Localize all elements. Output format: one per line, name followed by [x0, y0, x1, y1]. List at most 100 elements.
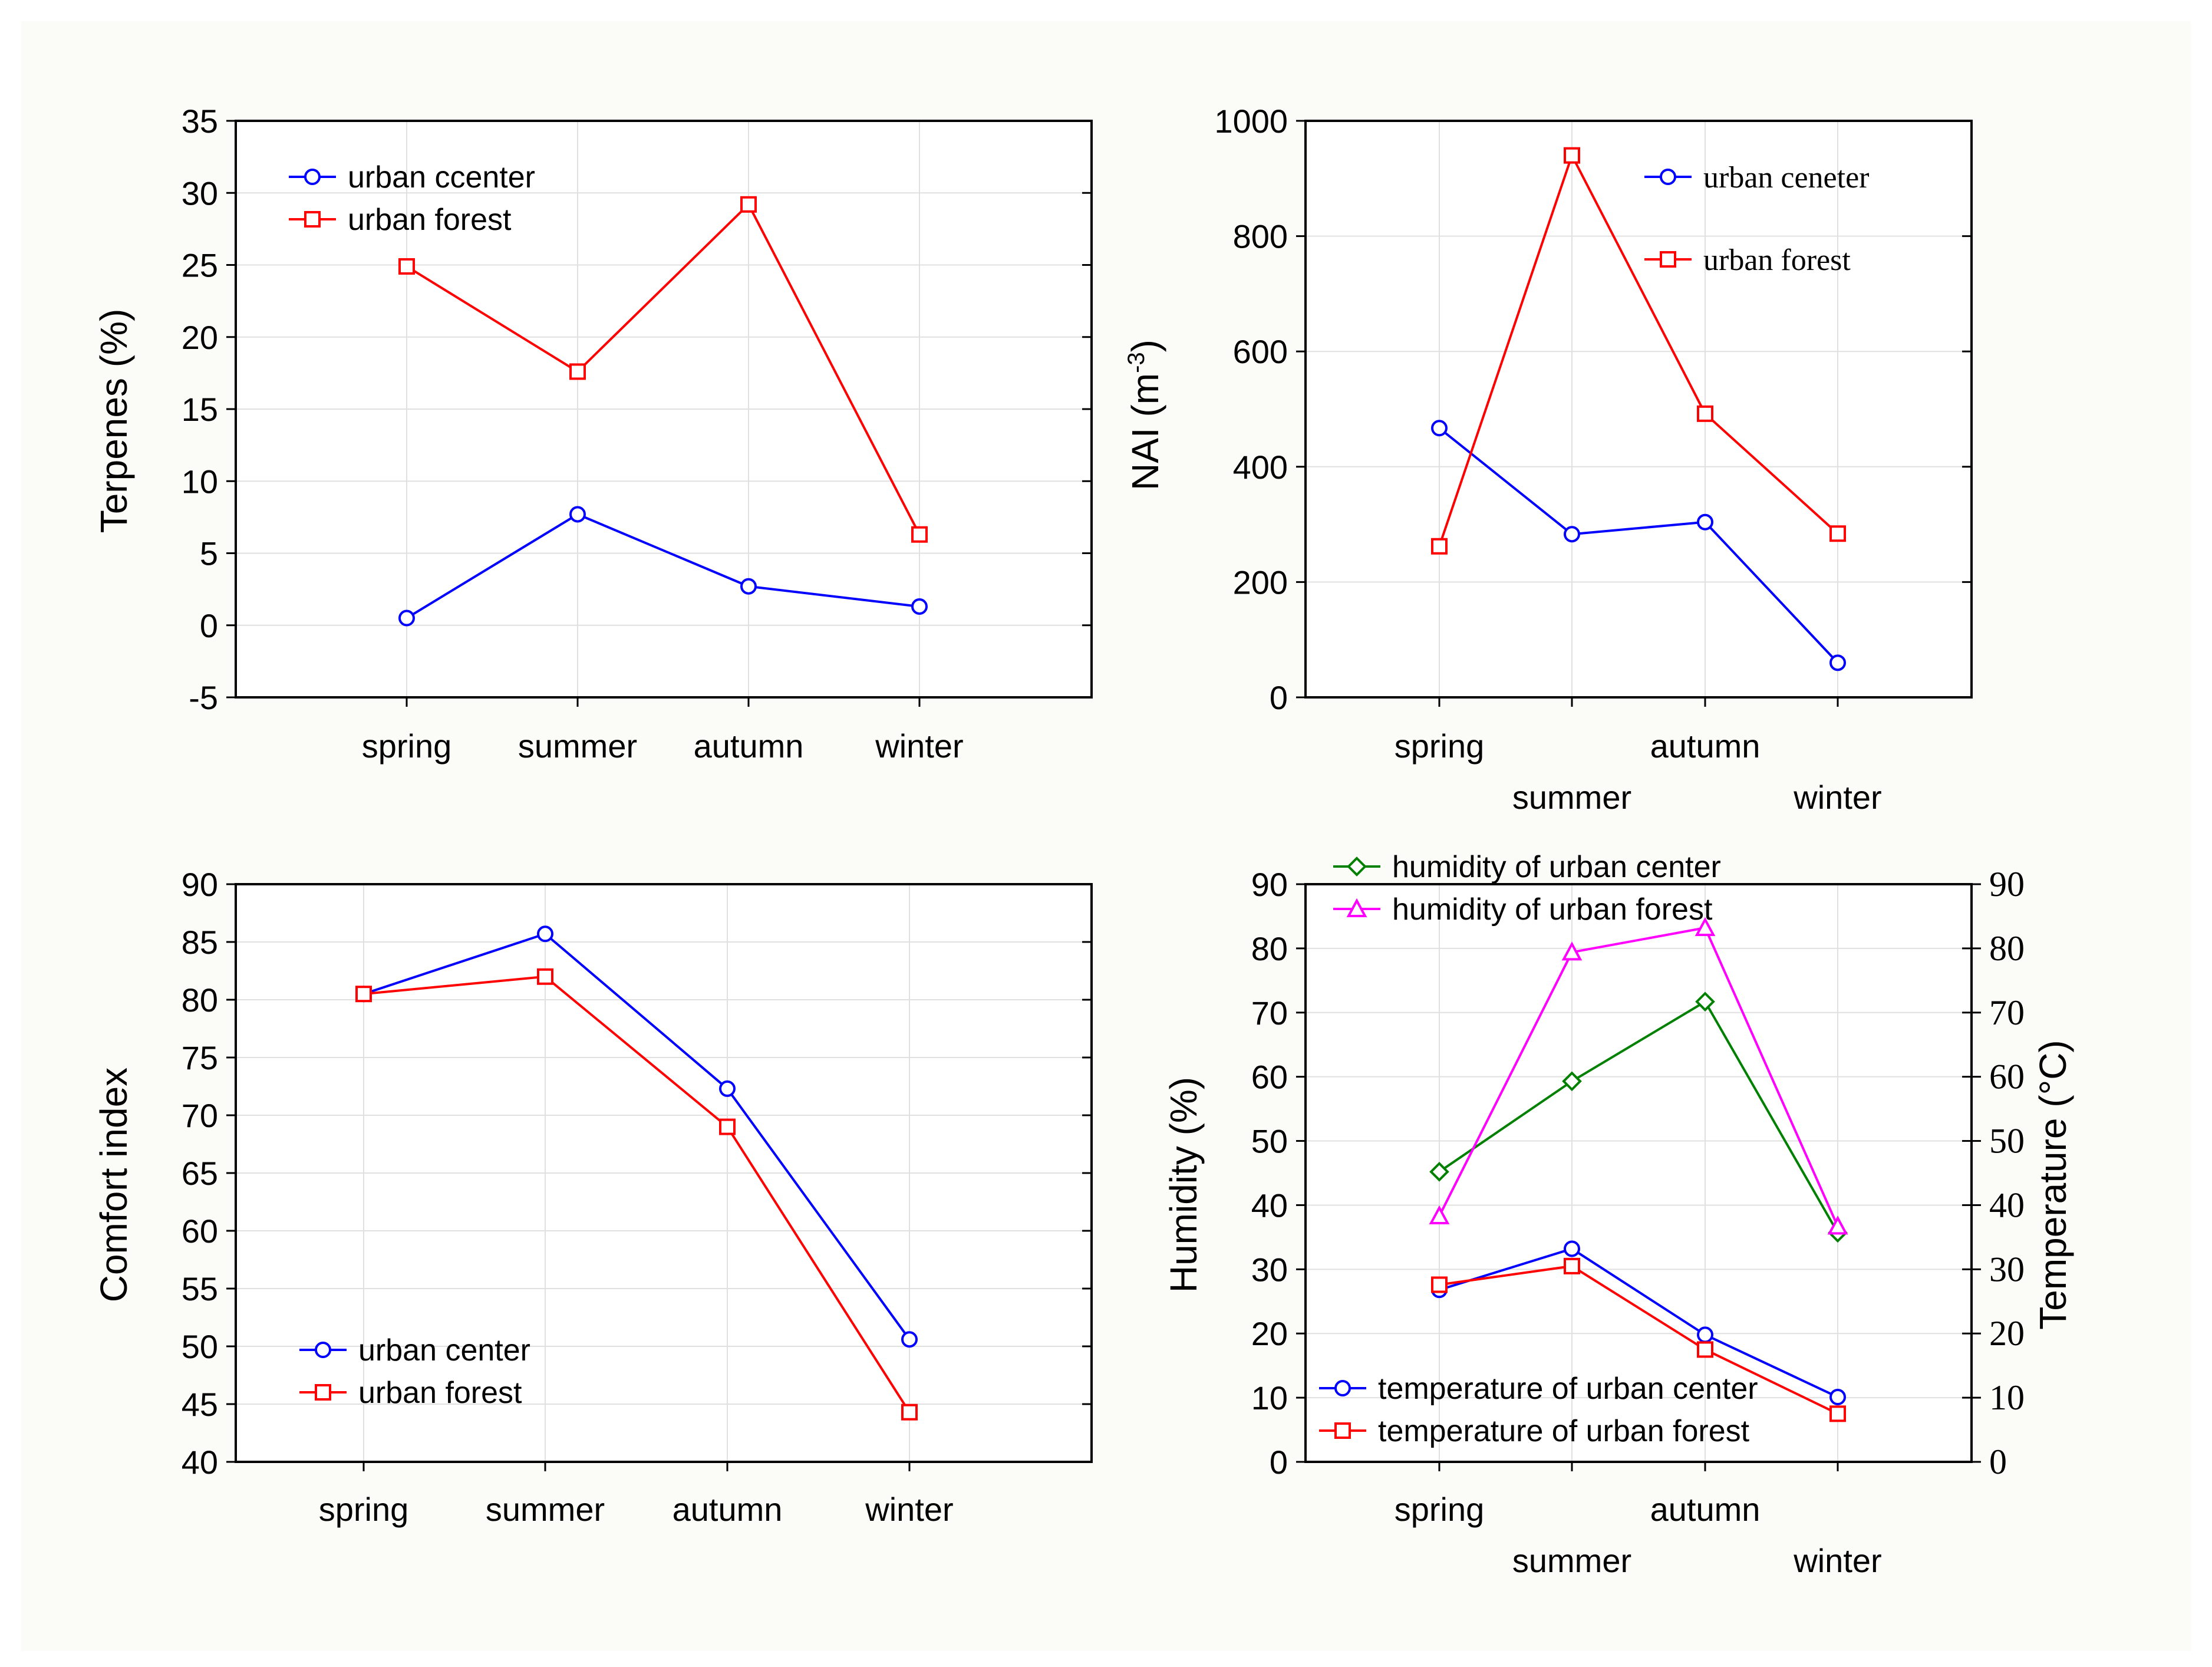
x-tick-label-spring: spring — [362, 727, 452, 765]
y-tick-label: 65 — [182, 1155, 218, 1192]
plot-frame — [1304, 120, 1973, 699]
x-tick-label-autumn: autumn — [1650, 727, 1761, 765]
y-axis-title: Humidity (%) — [1162, 1077, 1205, 1293]
data-point-summer — [1564, 526, 1580, 543]
y-tick-label: 40 — [1251, 1187, 1288, 1224]
y2-tick-label: 70 — [1989, 993, 2025, 1032]
series-humidity-of-urban-forest — [1429, 917, 1848, 1235]
plot-area — [1306, 121, 1972, 697]
y-tick-label: 80 — [1251, 930, 1288, 967]
data-point-autumn — [1697, 513, 1713, 531]
plot-area — [1306, 884, 1972, 1462]
y-tick-label: 800 — [1233, 218, 1288, 255]
legend-item: urban forest — [289, 203, 512, 237]
legend-label: humidity of urban center — [1392, 850, 1721, 884]
y-tick-label: 90 — [1251, 866, 1288, 903]
plot-frame — [235, 120, 1093, 699]
x-tick-label-summer: summer — [518, 727, 637, 765]
data-point-autumn — [740, 578, 757, 595]
legend-label: urban forest — [358, 1376, 522, 1410]
data-point-autumn — [1697, 405, 1713, 422]
data-point-winter — [1827, 1215, 1848, 1235]
legend-marker — [1334, 1422, 1351, 1439]
y-axis-title-superscript: -3 — [1123, 352, 1149, 373]
legend-item: urban forest — [1644, 243, 1851, 277]
series-line — [1439, 1247, 1838, 1398]
data-point-spring — [1429, 1161, 1449, 1182]
y-tick-label: 20 — [1251, 1315, 1288, 1352]
data-point-spring — [1429, 1205, 1450, 1224]
x-tick-label-spring: spring — [1395, 1491, 1485, 1528]
data-point-spring — [398, 258, 415, 275]
legend-label: urban forest — [1703, 243, 1851, 277]
legend-label: urban ceneter — [1703, 161, 1869, 195]
legend-label: humidity of urban forest — [1392, 892, 1713, 927]
series-line — [363, 975, 911, 1413]
legend-item: urban ccenter — [289, 160, 535, 195]
y-axis-title-main: NAI (m — [1124, 373, 1166, 490]
y-tick-label: 25 — [182, 247, 218, 284]
y-tick-label: 30 — [1251, 1251, 1288, 1288]
y-tick-label: 400 — [1233, 449, 1288, 486]
y-tick-label: 45 — [182, 1386, 218, 1423]
data-point-autumn — [1695, 917, 1716, 937]
data-point-summer — [537, 968, 553, 985]
data-point-winter — [901, 1404, 918, 1421]
y-tick-label: 50 — [1251, 1123, 1288, 1160]
x-tick-label-winter: winter — [875, 727, 963, 765]
data-point-summer — [1564, 1257, 1580, 1274]
y-tick-label: 1000 — [1214, 103, 1288, 140]
series-urban-ceneter — [1431, 420, 1846, 671]
y-axis-title: NAI (m-3) — [1123, 340, 1166, 490]
data-point-summer — [1561, 941, 1583, 961]
y2-tick-label: 40 — [1989, 1185, 2025, 1224]
series-temperature-of-urban-forest — [1431, 1257, 1846, 1422]
data-point-summer — [569, 506, 586, 523]
y-tick-label: 55 — [182, 1270, 218, 1307]
data-point-summer — [537, 925, 553, 943]
legend-marker — [304, 211, 321, 228]
data-point-autumn — [719, 1080, 736, 1097]
series-line — [363, 933, 911, 1340]
y-tick-label: 10 — [1251, 1379, 1288, 1416]
y-tick-label: 50 — [182, 1328, 218, 1365]
data-point-summer — [1564, 147, 1580, 164]
data-point-spring — [1431, 1276, 1448, 1293]
legend-label: urban center — [358, 1333, 530, 1368]
y2-tick-label: 80 — [1989, 929, 2025, 968]
legend-item: urban forest — [299, 1376, 522, 1410]
y2-tick-label: 0 — [1989, 1442, 2007, 1481]
legend-marker — [304, 169, 321, 185]
series-line — [406, 202, 921, 535]
nai-chart: 0 200 400 600 800 1000 spring summer autumn winte… — [1123, 103, 1973, 816]
x-tick-label-spring: spring — [319, 1491, 409, 1528]
y-tick-label: 40 — [182, 1444, 218, 1481]
series-line — [1438, 1000, 1839, 1234]
legend-item: temperature of urban forest — [1319, 1414, 1750, 1448]
data-point-winter — [1829, 1405, 1846, 1422]
y2-tick-label: 30 — [1989, 1250, 2025, 1289]
series-humidity-of-urban-center — [1429, 991, 1848, 1243]
data-point-spring — [1431, 420, 1448, 437]
legend-label: urban forest — [348, 203, 512, 237]
legend: urban center urban forest — [299, 1333, 530, 1410]
x-tick-label-autumn: autumn — [694, 727, 804, 765]
y-tick-label: 60 — [1251, 1059, 1288, 1096]
x-tick-label-spring: spring — [1395, 727, 1485, 765]
data-point-autumn — [740, 196, 757, 213]
y-tick-label: 0 — [200, 607, 218, 644]
data-point-spring — [398, 610, 415, 627]
y-tick-label: -5 — [189, 679, 218, 716]
comfort-index-chart: 40 45 50 55 60 65 70 75 80 85 90 spring summer autumn… — [93, 866, 1093, 1528]
legend: humidity of urban center humidity of urba… — [1319, 850, 1758, 1448]
data-point-autumn — [1697, 1341, 1713, 1358]
legend-marker — [1347, 856, 1367, 877]
y2-tick-label: 10 — [1989, 1378, 2025, 1417]
data-point-autumn — [1695, 991, 1715, 1012]
legend-item: urban ceneter — [1644, 161, 1869, 195]
y2-tick-label: 50 — [1989, 1122, 2025, 1161]
series-line — [1438, 926, 1839, 1227]
y-tick-label: 80 — [182, 981, 218, 1019]
data-point-autumn — [1697, 1326, 1713, 1343]
